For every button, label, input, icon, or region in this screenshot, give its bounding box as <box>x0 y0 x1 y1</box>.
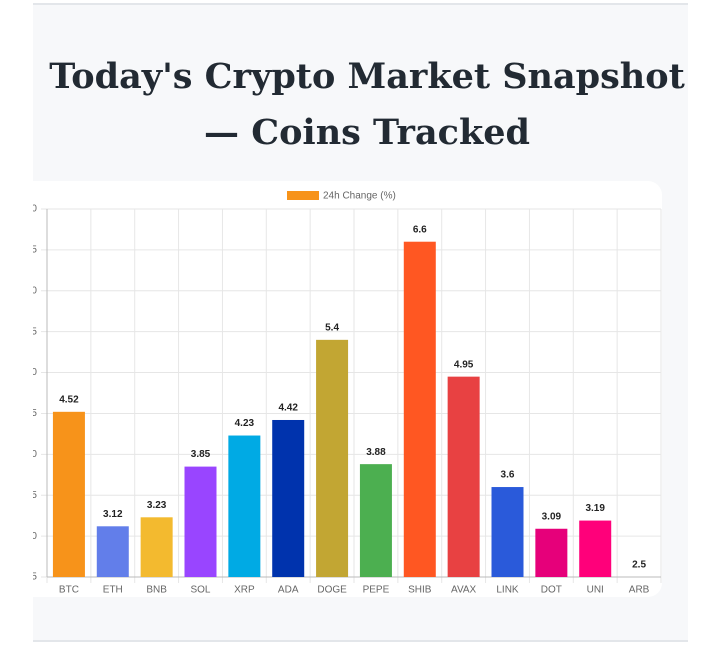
bar <box>272 419 305 577</box>
x-tick-label: DOGE <box>317 585 347 596</box>
bar <box>184 466 217 577</box>
data-label: 3.09 <box>542 511 562 522</box>
x-tick-label: BTC <box>59 585 79 596</box>
x-tick-label: ADA <box>278 585 299 596</box>
data-label: 5.4 <box>325 322 339 333</box>
x-tick-label: SOL <box>190 585 210 596</box>
bar <box>359 464 392 577</box>
y-tick-label: 3.0 <box>33 531 37 542</box>
y-tick-label: 7.0 <box>33 204 37 215</box>
x-tick-label: UNI <box>587 585 604 596</box>
bar <box>96 526 129 577</box>
x-tick-label: DOT <box>541 585 562 596</box>
chart: 24h Change (%) 2.5 3.0 3.5 4.0 4.5 5.0 5.5 6.0 6.… <box>33 191 662 596</box>
y-tick-label: 4.0 <box>33 449 37 460</box>
data-label: 4.52 <box>59 394 79 405</box>
legend-label: 24h Change (%) <box>323 191 396 202</box>
x-tick-label: SHIB <box>408 585 432 596</box>
y-tick-label: 4.5 <box>33 408 37 419</box>
data-label: 4.23 <box>235 418 255 429</box>
legend-swatch <box>287 191 319 200</box>
y-tick-label: 6.5 <box>33 245 37 256</box>
bar <box>403 241 436 577</box>
y-tick-label: 3.5 <box>33 490 37 501</box>
bar <box>140 517 173 577</box>
x-tick-label: AVAX <box>451 585 477 596</box>
bar <box>447 376 480 577</box>
data-label: 6.6 <box>413 224 427 235</box>
y-tick-label: 5.0 <box>33 367 37 378</box>
x-tick-label: BNB <box>146 585 167 596</box>
data-label: 3.19 <box>585 503 605 514</box>
bar <box>491 487 524 577</box>
bar <box>228 435 261 577</box>
x-tick-label: ARB <box>629 585 650 596</box>
chart-card: 24h Change (%) 2.5 3.0 3.5 4.0 4.5 5.0 5.5 6.0 6.… <box>33 181 662 597</box>
panel: Today's Crypto Market Snapshot — Coins T… <box>33 3 688 642</box>
x-tick-label: XRP <box>234 585 255 596</box>
y-tick-label: 2.5 <box>33 572 37 583</box>
data-label: 3.23 <box>147 500 167 511</box>
data-label: 4.42 <box>278 403 298 414</box>
bar <box>535 528 568 577</box>
data-label: 3.88 <box>366 447 386 458</box>
page-title: Today's Crypto Market Snapshot — Coins T… <box>49 56 685 153</box>
data-label: 3.85 <box>191 449 211 460</box>
bar <box>316 339 349 577</box>
data-label: 4.95 <box>454 359 474 370</box>
data-label: 3.6 <box>501 470 515 481</box>
x-tick-label: ETH <box>103 585 123 596</box>
x-tick-label: PEPE <box>363 585 390 596</box>
bar <box>579 520 612 577</box>
data-label: 2.5 <box>632 560 646 571</box>
data-label: 3.12 <box>103 509 123 520</box>
bar <box>52 411 85 577</box>
y-tick-label: 6.0 <box>33 285 37 296</box>
y-tick-label: 5.5 <box>33 326 37 337</box>
x-tick-label: LINK <box>496 585 519 596</box>
